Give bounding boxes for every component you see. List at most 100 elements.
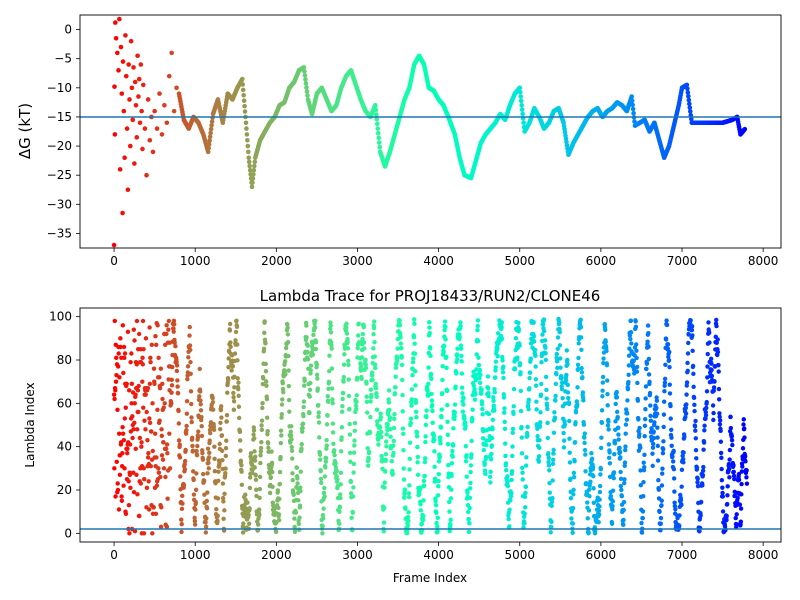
- lambda-point: [562, 422, 568, 427]
- dg-point: [174, 85, 179, 91]
- lambda-point: [320, 516, 326, 521]
- lambda-point: [195, 443, 200, 449]
- lambda-point: [646, 356, 652, 362]
- lambda-point: [511, 386, 517, 392]
- lambda-point: [466, 529, 472, 535]
- lambda-point: [691, 384, 696, 390]
- lambda-point: [589, 456, 595, 461]
- lambda-point: [111, 392, 117, 397]
- lambda-point: [235, 358, 240, 363]
- lambda-point: [587, 494, 592, 499]
- lambda-point: [191, 492, 197, 497]
- lambda-point: [289, 437, 294, 442]
- lambda-point: [301, 413, 306, 419]
- lambda-point: [579, 370, 585, 375]
- lambda-point: [237, 438, 243, 443]
- dg-point: [520, 111, 525, 117]
- lambda-point: [342, 352, 347, 357]
- lambda-point: [363, 357, 368, 362]
- lambda-point: [522, 511, 527, 516]
- lambda-point: [169, 383, 175, 388]
- lambda-point: [132, 528, 138, 534]
- lambda-point: [205, 490, 210, 495]
- lambda-point: [224, 413, 230, 418]
- lambda-point: [399, 362, 405, 368]
- dg-point: [140, 82, 146, 88]
- lambda-point: [227, 328, 233, 333]
- lambda-point: [553, 398, 558, 403]
- lambda-point: [275, 488, 281, 493]
- dg-point: [135, 53, 140, 59]
- lambda-point: [264, 383, 269, 388]
- lambda-point: [617, 445, 622, 451]
- lambda-point: [318, 468, 323, 474]
- lambda-point: [206, 460, 211, 466]
- lambda-point: [482, 461, 487, 466]
- lambda-point: [545, 406, 550, 412]
- lambda-point: [527, 375, 532, 381]
- lambda-point: [219, 433, 225, 438]
- lambda-point: [567, 460, 573, 465]
- lambda-point: [481, 428, 486, 434]
- lambda-point: [642, 464, 647, 470]
- dg-point: [244, 126, 249, 131]
- lambda-point: [258, 445, 264, 451]
- lambda-point: [118, 336, 123, 341]
- lambda-point: [406, 518, 411, 524]
- lambda-point: [347, 421, 352, 427]
- lambda-point: [660, 466, 665, 471]
- lambda-point: [685, 351, 691, 356]
- lambda-point: [731, 469, 736, 475]
- lambda-point: [228, 344, 233, 350]
- lambda-point: [406, 494, 412, 500]
- lambda-point: [471, 369, 476, 374]
- lambda-point: [366, 457, 371, 462]
- lambda-point: [231, 407, 237, 412]
- lambda-point: [604, 362, 610, 368]
- dg-point: [166, 73, 172, 79]
- dg-y-tick-label: 0: [64, 23, 72, 37]
- dg-point: [132, 161, 137, 166]
- lambda-point: [432, 476, 438, 481]
- lambda-point: [223, 470, 228, 476]
- lambda-point: [538, 410, 543, 415]
- lambda-point: [345, 346, 351, 351]
- lambda-point: [570, 521, 576, 526]
- lambda-point: [326, 399, 331, 405]
- lambda-point: [443, 324, 448, 330]
- lambda-point: [737, 502, 743, 507]
- lambda-point: [295, 481, 300, 486]
- lambda-point: [626, 379, 631, 385]
- lambda-point: [387, 415, 393, 421]
- lambda-point: [715, 337, 720, 342]
- lambda-point: [598, 472, 603, 477]
- lambda-point: [719, 455, 724, 460]
- lambda-point: [703, 413, 709, 418]
- lambda-point: [682, 434, 687, 440]
- lambda-point: [347, 406, 352, 412]
- lambda-point: [622, 480, 627, 486]
- lambda-point: [117, 375, 122, 380]
- lambda-point: [562, 401, 568, 406]
- lambda-point: [189, 401, 194, 407]
- lambda-point: [672, 500, 677, 505]
- lambda-point: [435, 524, 440, 529]
- lambda-point: [365, 446, 370, 451]
- lambda-point: [694, 456, 699, 461]
- lambda-point: [283, 345, 289, 351]
- lambda-point: [414, 414, 419, 420]
- lambda-point: [136, 331, 142, 337]
- lambda-point: [148, 463, 154, 469]
- dg-point: [240, 87, 246, 93]
- dg-y-axis-label: ΔG (kT): [16, 103, 34, 159]
- lambda-point: [234, 324, 240, 329]
- lambda-point: [330, 430, 336, 435]
- lambda-point: [228, 340, 233, 345]
- lambda-point: [388, 426, 393, 432]
- lambda-point: [169, 377, 174, 383]
- lambda-point: [583, 480, 589, 486]
- lambda-point: [191, 477, 196, 483]
- lambda-point: [548, 530, 553, 535]
- lambda-point: [372, 354, 377, 359]
- lambda-point: [382, 480, 387, 485]
